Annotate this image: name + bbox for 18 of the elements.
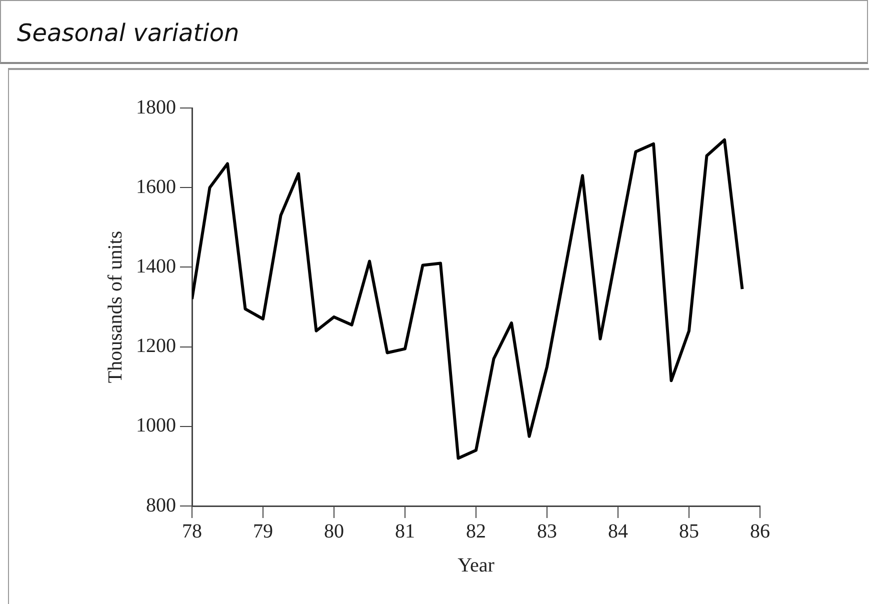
y-tick-label: 1800 (136, 96, 176, 118)
x-tick-label: 81 (395, 520, 415, 542)
y-tick-label: 1000 (136, 414, 176, 437)
y-tick-label: 1600 (136, 176, 176, 198)
y-tick-label: 800 (146, 494, 176, 516)
x-tick-label: 78 (182, 520, 202, 542)
x-tick-label: 80 (324, 520, 344, 542)
x-tick-label: 86 (750, 520, 770, 542)
y-axis-title: Thousands of units (104, 230, 126, 384)
x-tick-label: 79 (253, 520, 273, 542)
y-tick-label: 1200 (136, 335, 176, 358)
y-tick-label: 1400 (136, 255, 176, 278)
chart-title: Seasonal variation (17, 19, 240, 47)
x-tick-label: 82 (466, 520, 486, 542)
x-tick-label: 83 (537, 520, 557, 542)
x-axis-title: Year (458, 554, 495, 576)
x-tick-label: 85 (679, 520, 699, 542)
x-tick-label: 84 (608, 520, 628, 542)
